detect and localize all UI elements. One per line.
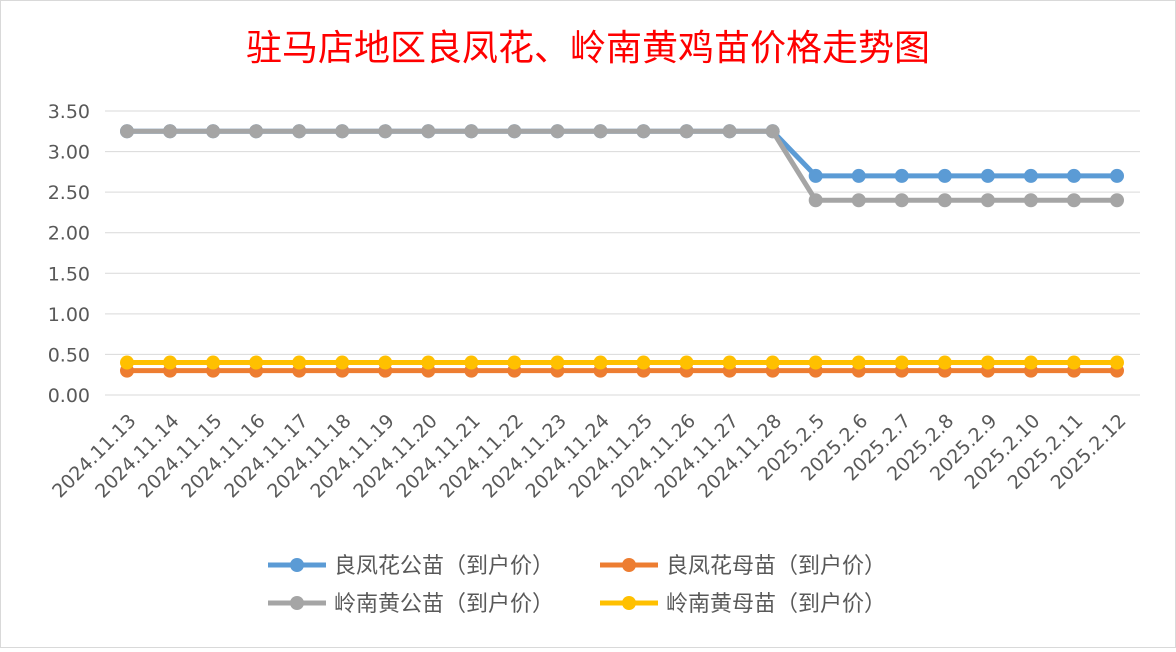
data-point — [765, 124, 780, 139]
legend-swatch-marker — [622, 596, 636, 610]
data-point — [894, 168, 909, 183]
legend-item: 良凤花母苗（到户价） — [600, 554, 886, 579]
legend-item: 岭南黄公苗（到户价） — [268, 592, 554, 617]
data-point — [120, 355, 134, 370]
data-point — [421, 124, 436, 139]
legend-label: 岭南黄公苗（到户价） — [334, 592, 554, 617]
series-3 — [120, 124, 1124, 208]
data-point — [120, 124, 134, 139]
legend-label: 岭南黄母苗（到户价） — [666, 592, 886, 617]
data-point — [464, 355, 479, 370]
y-tick-label: 2.50 — [48, 182, 90, 204]
data-point — [636, 355, 651, 370]
data-point — [593, 355, 608, 370]
data-point — [808, 355, 823, 370]
legend-item: 良凤花公苗（到户价） — [268, 554, 554, 579]
y-tick-label: 2.00 — [48, 223, 90, 245]
data-point — [851, 193, 866, 208]
data-point — [894, 355, 909, 370]
data-point — [937, 193, 952, 208]
legend-swatch-marker — [290, 596, 304, 610]
data-point — [1110, 355, 1124, 370]
legend-label: 良凤花公苗（到户价） — [334, 554, 554, 579]
data-point — [593, 124, 608, 139]
series-line — [127, 128, 1117, 203]
data-point — [1066, 193, 1081, 208]
data-point — [1023, 355, 1038, 370]
legend: 良凤花公苗（到户价） 良凤花母苗（到户价） 岭南黄公苗（到户价） 岭南黄母苗（到户价） — [268, 554, 886, 617]
y-tick-label: 3.00 — [48, 142, 90, 164]
data-point — [722, 355, 737, 370]
series-group — [120, 124, 1124, 378]
data-point — [507, 355, 522, 370]
data-point — [894, 193, 909, 208]
data-point — [550, 124, 565, 139]
chart-title: 驻马店地区良凤花、岭南黄鸡苗价格走势图 — [246, 28, 930, 69]
y-tick-label: 0.00 — [48, 385, 90, 407]
data-point — [851, 168, 866, 183]
data-point — [163, 355, 178, 370]
y-tick-label: 1.50 — [48, 263, 90, 285]
y-tick-label: 3.50 — [48, 101, 90, 123]
data-point — [808, 193, 823, 208]
data-point — [249, 124, 264, 139]
data-point — [808, 168, 823, 183]
legend-item: 岭南黄母苗（到户价） — [600, 592, 886, 617]
data-point — [1066, 355, 1081, 370]
data-point — [335, 124, 350, 139]
data-point — [851, 355, 866, 370]
data-point — [550, 355, 565, 370]
data-point — [507, 124, 522, 139]
data-point — [1110, 168, 1124, 183]
data-point — [679, 124, 694, 139]
data-point — [636, 124, 651, 139]
data-point — [249, 355, 264, 370]
legend-label: 良凤花母苗（到户价） — [666, 554, 886, 579]
data-point — [378, 124, 393, 139]
data-point — [1023, 193, 1038, 208]
data-point — [679, 355, 694, 370]
data-point — [163, 124, 178, 139]
y-tick-label: 0.50 — [48, 344, 90, 366]
data-point — [292, 124, 307, 139]
data-point — [980, 355, 995, 370]
data-point — [335, 355, 350, 370]
data-point — [1110, 193, 1124, 208]
data-point — [206, 124, 221, 139]
series-4 — [120, 355, 1124, 370]
y-axis: 0.00 0.50 1.00 1.50 2.00 2.50 3.00 3.50 — [48, 101, 90, 407]
data-point — [1023, 168, 1038, 183]
data-point — [1066, 168, 1081, 183]
data-point — [980, 168, 995, 183]
data-point — [421, 355, 436, 370]
legend-swatch-marker — [622, 558, 636, 572]
data-point — [378, 355, 393, 370]
legend-swatch-marker — [290, 558, 304, 572]
data-point — [292, 355, 307, 370]
data-point — [722, 124, 737, 139]
data-point — [980, 193, 995, 208]
data-point — [937, 168, 952, 183]
data-point — [206, 355, 221, 370]
gridlines — [105, 110, 1140, 396]
data-point — [765, 355, 780, 370]
data-point — [937, 355, 952, 370]
y-tick-label: 1.00 — [48, 304, 90, 326]
data-point — [464, 124, 479, 139]
